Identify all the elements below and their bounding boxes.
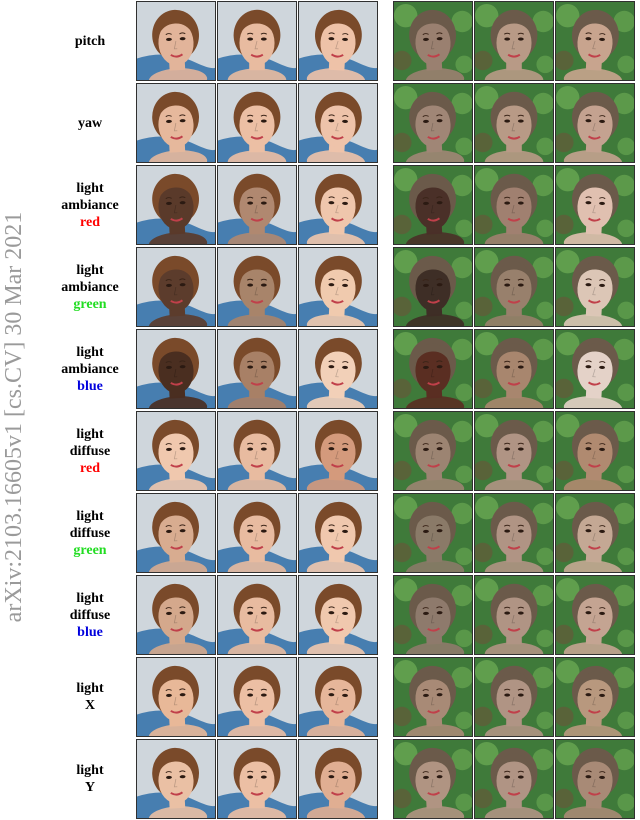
face-image [555, 739, 635, 819]
face-image [474, 165, 554, 245]
row-label-line: light [76, 508, 104, 524]
face-image [217, 247, 297, 327]
face-image [217, 575, 297, 655]
face-image [474, 411, 554, 491]
face-image [217, 83, 297, 163]
row-label-line: Y [84, 780, 96, 795]
row-label-line: pitch [74, 33, 106, 49]
row-label-line: blue [77, 624, 103, 640]
face-image [136, 657, 216, 737]
face-image [136, 1, 216, 81]
face-image [555, 247, 635, 327]
face-image [393, 657, 473, 737]
face-image [298, 657, 378, 737]
row-label-column: pitch yaw light ambiance red light ambiance gre… [46, 0, 134, 820]
row-label-line: green [73, 542, 107, 558]
face-image [217, 1, 297, 81]
row-label-line: green [73, 296, 107, 312]
face-image [393, 411, 473, 491]
row-label-line: diffuse [69, 443, 111, 459]
face-image [136, 247, 216, 327]
row-label: light diffuse blue [46, 574, 134, 656]
face-image [217, 329, 297, 409]
row-label: light Y [46, 738, 134, 820]
face-image [393, 329, 473, 409]
face-image [217, 165, 297, 245]
face-image [555, 657, 635, 737]
face-image [298, 165, 378, 245]
face-image [393, 83, 473, 163]
row-label: light diffuse green [46, 492, 134, 574]
face-image [474, 1, 554, 81]
face-image [474, 83, 554, 163]
face-image [393, 739, 473, 819]
face-image [393, 165, 473, 245]
face-image [217, 739, 297, 819]
face-image [298, 1, 378, 81]
face-image [217, 411, 297, 491]
face-image [474, 493, 554, 573]
face-image [298, 493, 378, 573]
row-label-line: light [76, 681, 104, 696]
face-image [298, 83, 378, 163]
face-image [298, 329, 378, 409]
face-image [136, 329, 216, 409]
face-image [136, 575, 216, 655]
face-image [136, 493, 216, 573]
face-image [555, 575, 635, 655]
row-label-line: light [76, 426, 104, 442]
face-image [217, 493, 297, 573]
row-label-line: ambiance [61, 361, 119, 377]
row-label-line: diffuse [69, 607, 111, 623]
face-image [474, 329, 554, 409]
face-image [298, 411, 378, 491]
row-label: light ambiance green [46, 246, 134, 328]
row-label-line: light [76, 763, 104, 778]
row-label-line: ambiance [61, 197, 119, 213]
face-image [298, 739, 378, 819]
face-image [217, 657, 297, 737]
arxiv-margin-stamp: arXiv:2103.16605v1 [cs.CV] 30 Mar 2021 [1, 211, 27, 623]
face-image [393, 247, 473, 327]
face-image [136, 739, 216, 819]
face-image [393, 1, 473, 81]
row-label: light ambiance red [46, 164, 134, 246]
face-image [393, 575, 473, 655]
face-image [298, 247, 378, 327]
row-label-line: light [76, 590, 104, 606]
row-label-line: light [76, 344, 104, 360]
face-image [555, 329, 635, 409]
face-image [298, 575, 378, 655]
row-label-line: red [80, 460, 100, 476]
face-image [474, 575, 554, 655]
row-label-line: ambiance [61, 279, 119, 295]
face-image [555, 1, 635, 81]
face-image [136, 411, 216, 491]
row-label: yaw [46, 82, 134, 164]
face-image [136, 165, 216, 245]
face-image [474, 739, 554, 819]
row-label: pitch [46, 0, 134, 82]
face-image [474, 657, 554, 737]
face-image [474, 247, 554, 327]
face-image [136, 83, 216, 163]
row-label: light diffuse red [46, 410, 134, 492]
row-label-line: light [76, 262, 104, 278]
row-label: light ambiance blue [46, 328, 134, 410]
row-label-line: diffuse [69, 525, 111, 541]
row-label-line: X [84, 698, 96, 713]
row-label-line: blue [77, 378, 103, 394]
face-image [555, 165, 635, 245]
face-image [393, 493, 473, 573]
row-label-line: light [76, 180, 104, 196]
face-image [555, 411, 635, 491]
face-image [555, 83, 635, 163]
row-label-line: yaw [77, 115, 103, 131]
row-label-line: red [80, 214, 100, 230]
face-image [555, 493, 635, 573]
row-label: light X [46, 656, 134, 738]
